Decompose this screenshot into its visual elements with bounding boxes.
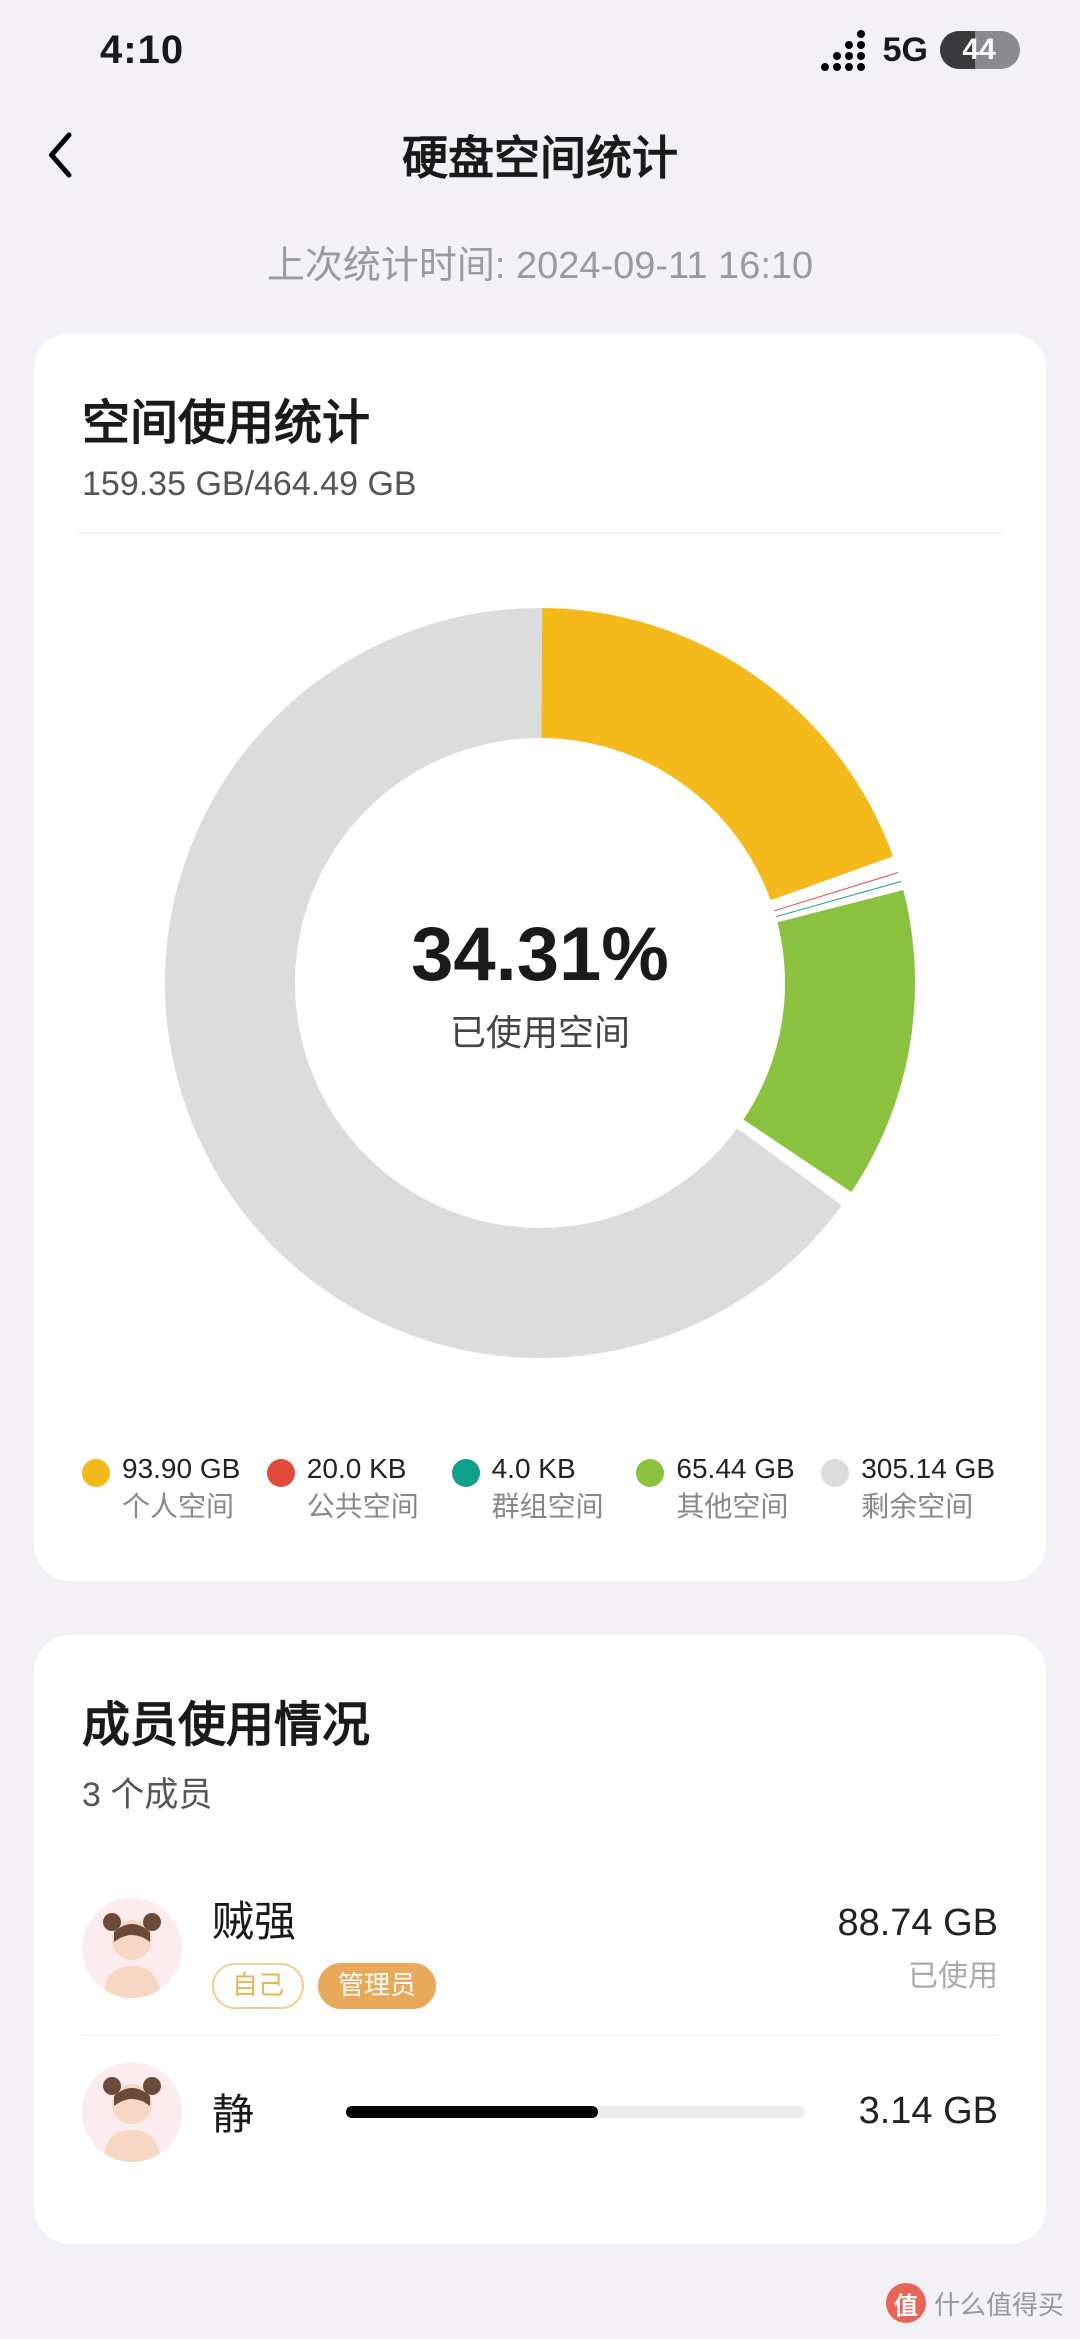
usage-card-title: 空间使用统计 — [82, 383, 998, 453]
avatar — [82, 2062, 182, 2162]
status-time: 4:10 — [100, 28, 184, 73]
legend-value: 65.44 GB — [676, 1453, 794, 1485]
signal-icon — [821, 30, 865, 71]
donut-percent: 34.31% — [411, 911, 669, 998]
divider — [78, 532, 1002, 533]
members-card-title: 成员使用情况 — [82, 1685, 998, 1755]
chevron-left-icon — [43, 130, 75, 180]
tag-self: 自己 — [212, 1963, 304, 2009]
legend-swatch — [452, 1459, 480, 1487]
usage-card-subtitle: 159.35 GB/464.49 GB — [82, 465, 998, 504]
member-name: 贼强 — [212, 1888, 807, 1949]
member-tags: 自己管理员 — [212, 1963, 807, 2009]
legend-value: 93.90 GB — [122, 1453, 240, 1485]
member-usage-label: 已使用 — [837, 1951, 998, 1995]
last-updated-label: 上次统计时间: 2024-09-11 16:10 — [0, 210, 1080, 333]
legend-swatch — [82, 1459, 110, 1487]
legend-item: 4.0 KB群组空间 — [452, 1453, 629, 1525]
members-card-subtitle: 3 个成员 — [82, 1767, 998, 1816]
status-bar: 4:10 5G 44 — [0, 0, 1080, 100]
usage-card: 空间使用统计 159.35 GB/464.49 GB 34.31% 已使用空间 … — [34, 333, 1046, 1581]
donut-center: 34.31% 已使用空间 — [160, 603, 920, 1363]
legend-label: 公共空间 — [307, 1485, 419, 1525]
battery-percent: 44 — [962, 33, 995, 67]
legend-value: 20.0 KB — [307, 1453, 419, 1485]
member-row[interactable]: 贼强自己管理员 88.74 GB 已使用 — [82, 1862, 998, 2036]
legend-item: 20.0 KB公共空间 — [267, 1453, 444, 1525]
members-card: 成员使用情况 3 个成员 贼强自己管理员 88.74 GB 已使用静 3.14 GB — [34, 1635, 1046, 2244]
legend-value: 4.0 KB — [492, 1453, 604, 1485]
legend-swatch — [267, 1459, 295, 1487]
legend-label: 其他空间 — [676, 1485, 794, 1525]
status-right: 5G 44 — [821, 30, 1020, 71]
legend-item: 65.44 GB其他空间 — [636, 1453, 813, 1525]
legend-swatch — [821, 1459, 849, 1487]
member-row[interactable]: 静 3.14 GB — [82, 2036, 998, 2188]
battery-indicator: 44 — [940, 31, 1020, 69]
legend-item: 305.14 GB剩余空间 — [821, 1453, 998, 1525]
legend-label: 个人空间 — [122, 1485, 240, 1525]
avatar — [82, 1898, 182, 1998]
nav-header: 硬盘空间统计 — [0, 100, 1080, 210]
legend-value: 305.14 GB — [861, 1453, 995, 1485]
member-usage-bar — [346, 2106, 805, 2118]
member-name: 静 — [212, 2081, 292, 2142]
member-usage: 88.74 GB — [837, 1902, 998, 1945]
legend-label: 剩余空间 — [861, 1485, 995, 1525]
chart-legend: 93.90 GB个人空间20.0 KB公共空间4.0 KB群组空间65.44 G… — [82, 1453, 998, 1525]
page-title: 硬盘空间统计 — [402, 122, 678, 188]
legend-swatch — [636, 1459, 664, 1487]
legend-label: 群组空间 — [492, 1485, 604, 1525]
network-label: 5G — [883, 31, 928, 70]
member-usage: 3.14 GB — [859, 2090, 998, 2133]
tag-admin: 管理员 — [318, 1963, 436, 2009]
donut-label: 已使用空间 — [450, 1004, 630, 1056]
watermark: 值 什么值得买 — [886, 2283, 1064, 2323]
back-button[interactable] — [34, 130, 84, 180]
watermark-text: 什么值得买 — [934, 2285, 1064, 2322]
usage-donut-chart: 34.31% 已使用空间 — [160, 603, 920, 1363]
watermark-icon: 值 — [886, 2283, 926, 2323]
legend-item: 93.90 GB个人空间 — [82, 1453, 259, 1525]
